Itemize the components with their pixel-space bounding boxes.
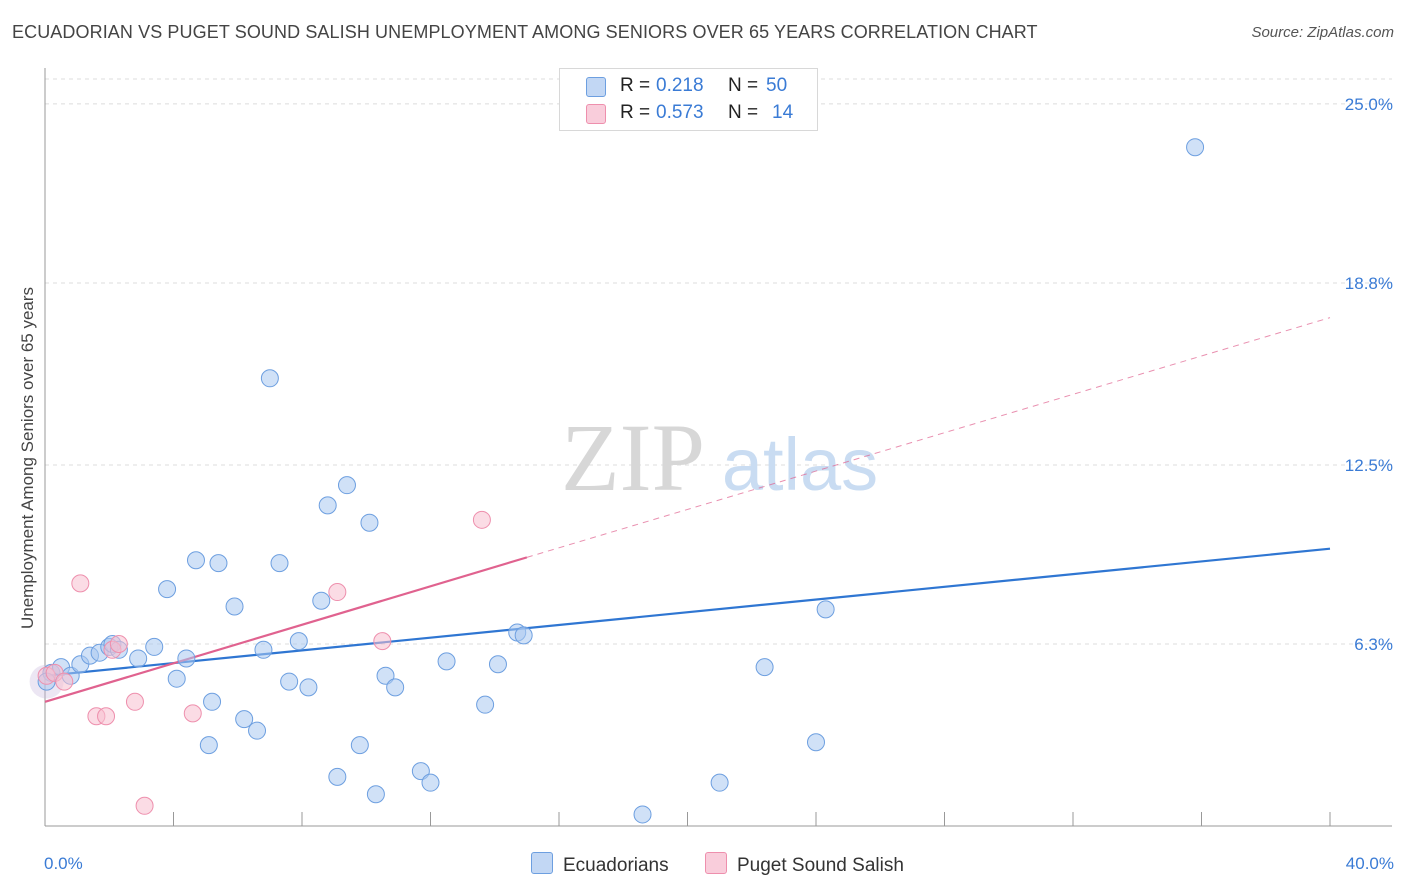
data-point-salish (55, 672, 74, 691)
legend-n-value: 50 (766, 75, 788, 96)
legend-r-label: R = (620, 75, 651, 96)
bottom-legend-swatch-ecuadorians (531, 852, 553, 874)
data-point-ecuadorians (366, 785, 385, 804)
bottom-legend-ecuadorians: Ecuadorians (531, 852, 669, 877)
stats-legend: R = 0.218 N = 50 R = 0.573 N = 14 (559, 68, 818, 131)
bottom-legend-salish: Puget Sound Salish (705, 852, 904, 877)
watermark-zip: ZIP (561, 404, 705, 511)
legend-n-label: N = (728, 102, 759, 123)
legend-swatch-salish (586, 104, 606, 124)
legend-n-label: N = (728, 75, 759, 96)
data-point-ecuadorians (421, 773, 440, 792)
axes (44, 68, 1392, 827)
data-point-ecuadorians (411, 762, 430, 781)
data-point-ecuadorians (437, 652, 456, 671)
bottom-legend-label-ecuadorians: Ecuadorians (563, 855, 669, 876)
data-point-salish (183, 704, 202, 723)
trend-line-salish (44, 556, 528, 703)
data-point-ecuadorians (488, 655, 507, 674)
data-point-ecuadorians (476, 695, 495, 714)
trend-line-salish-extension (526, 317, 1331, 558)
data-point-ecuadorians (328, 767, 347, 786)
data-point-ecuadorians (710, 773, 729, 792)
data-point-ecuadorians (129, 649, 148, 668)
data-point-ecuadorians (225, 597, 244, 616)
data-point-ecuadorians (386, 678, 405, 697)
watermark-atlas: atlas (722, 423, 878, 506)
data-point-ecuadorians (312, 591, 331, 610)
data-point-ecuadorians (376, 666, 395, 685)
data-point-salish (135, 796, 154, 815)
data-point-salish (125, 692, 144, 711)
x-tick-label: 0.0% (44, 854, 83, 873)
gridlines (45, 78, 1392, 645)
source-label: Source: ZipAtlas.com (1251, 24, 1394, 41)
data-point-salish (472, 510, 491, 529)
bottom-legend-label-salish: Puget Sound Salish (737, 855, 904, 876)
data-point-ecuadorians (177, 649, 196, 668)
data-point-salish (71, 574, 90, 593)
chart-title: ECUADORIAN VS PUGET SOUND SALISH UNEMPLO… (12, 22, 1038, 42)
data-point-ecuadorians (260, 369, 279, 388)
data-point-ecuadorians (337, 476, 356, 495)
data-point-ecuadorians (248, 721, 267, 740)
y-tick-label: 6.3% (1354, 635, 1393, 654)
data-point-ecuadorians (167, 669, 186, 688)
data-point-ecuadorians (755, 658, 774, 677)
data-point-ecuadorians (1186, 138, 1205, 157)
legend-r-label: R = (620, 102, 651, 123)
y-tick-label: 25.0% (1345, 95, 1393, 114)
data-point-ecuadorians (350, 736, 369, 755)
legend-n-value: 14 (772, 102, 794, 123)
data-point-ecuadorians (203, 692, 222, 711)
legend-r-value: 0.573 (656, 102, 704, 123)
data-point-ecuadorians (318, 496, 337, 515)
data-point-ecuadorians (145, 637, 164, 656)
data-point-salish (373, 632, 392, 651)
data-point-ecuadorians (360, 513, 379, 532)
data-point-ecuadorians (807, 733, 825, 752)
data-point-ecuadorians (299, 678, 318, 697)
x-tick-label: 40.0% (1346, 854, 1394, 873)
y-tick-label: 18.8% (1345, 274, 1393, 293)
data-point-salish (97, 707, 116, 726)
legend-swatch-ecuadorians (586, 77, 606, 97)
legend-r-value: 0.218 (656, 75, 704, 96)
y-tick-label: 12.5% (1345, 456, 1393, 475)
data-point-ecuadorians (514, 626, 533, 645)
data-point-ecuadorians (209, 554, 228, 573)
data-point-ecuadorians (633, 805, 652, 824)
data-point-ecuadorians (289, 632, 308, 651)
data-points (29, 138, 1205, 824)
bottom-legend-swatch-salish (705, 852, 727, 874)
data-point-ecuadorians (280, 672, 299, 691)
data-point-salish (109, 635, 128, 654)
data-point-ecuadorians (186, 551, 205, 570)
data-point-ecuadorians (270, 554, 289, 573)
data-point-salish (328, 583, 347, 602)
data-point-ecuadorians (235, 710, 254, 729)
data-point-ecuadorians (199, 736, 218, 755)
tick-labels: 6.3% 12.5% 18.8% 25.0% 0.0% 40.0% (44, 95, 1394, 873)
data-point-ecuadorians (254, 640, 273, 659)
data-point-ecuadorians (158, 580, 177, 599)
data-point-ecuadorians (816, 600, 835, 619)
